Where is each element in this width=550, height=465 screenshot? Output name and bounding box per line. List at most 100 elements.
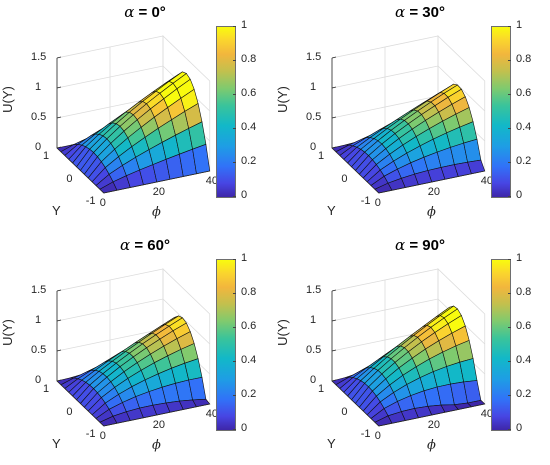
z-tick-mark [331,56,337,59]
colorbar-tick-label: 0 [241,422,248,434]
z-tick-label: 1 [35,81,42,93]
y-tick-label: 1 [43,383,50,395]
x-tick-label: 40 [205,408,218,420]
y-axis-label: Y [327,203,336,218]
colorbar-tick-label: 0.4 [516,121,532,133]
x-axis-label: ϕ [152,205,161,220]
z-tick-label: 0.5 [31,344,47,356]
x-tick-label: 40 [480,175,493,187]
z-tick-label: 0.5 [306,344,322,356]
colorbar-tick-mark [508,162,511,163]
z-tick-mark [56,379,62,382]
x-axis-line [378,403,485,427]
colorbar-tick-label: 0.6 [241,87,257,99]
x-tick-label: 40 [205,175,218,187]
colorbar-tick-label: 0 [241,189,248,201]
z-tick-label: 0 [35,141,42,153]
x-axis-line [103,170,210,194]
colorbar-tick-label: 0 [516,422,523,434]
surface-face [466,399,486,408]
colorbar-tick-mark [233,94,236,95]
colorbar-tick-mark [508,361,511,362]
panel-title: α = 60° [120,236,170,254]
y-tick-label: 1 [43,150,50,162]
z-tick-label: 1.5 [306,284,322,296]
z-tick-mark [56,289,62,292]
colorbar-tick-label: 0.4 [241,121,257,133]
y-axis-line [331,380,380,427]
z-tick-label: 1 [310,314,317,326]
colorbar-tick-label: 0.8 [516,286,532,298]
colorbar-tick-label: 0.2 [241,388,257,400]
z-tick-mark [331,146,337,149]
z-tick-mark [331,116,337,119]
z-axis-label: U(Y) [274,319,290,346]
colorbar-tick-label: 0.2 [516,388,532,400]
x-axis-label: ϕ [152,438,161,453]
colorbar-tick-label: 0.2 [516,155,532,167]
colorbar-tick-mark [233,327,236,328]
z-tick-label: 0 [310,374,317,386]
colorbar [216,26,236,198]
y-axis-line [331,147,380,194]
y-axis-label: Y [52,203,61,218]
surface-face [192,143,211,175]
y-tick-label: 0 [66,405,73,418]
colorbar-tick-mark [508,196,511,197]
colorbar-tick-mark [233,429,236,430]
x-tick-label: 0 [99,197,106,209]
colorbar-tick-mark [508,26,511,27]
colorbar-tick-mark [233,26,236,27]
z-tick-mark [56,86,62,89]
x-tick-label: 20 [427,186,440,198]
z-tick-label: 0.5 [306,111,322,123]
colorbar [216,259,236,431]
y-tick-label: 0 [66,172,73,185]
colorbar-tick-mark [508,293,511,294]
y-tick-label: -1 [85,428,96,440]
z-axis-label: U(Y) [0,86,15,113]
colorbar-tick-label: 0.8 [241,53,257,65]
surface-plot [56,268,211,427]
z-tick-mark [56,349,62,352]
colorbar-tick-label: 1 [241,252,248,264]
panel-title: α = 0° [124,3,166,21]
colorbar-tick-mark [508,60,511,61]
y-tick-label: 1 [318,150,325,162]
z-tick-mark [56,56,62,59]
z-grid-line [331,298,486,345]
x-tick-label: 20 [152,186,165,198]
z-tick-label: 0.5 [31,111,47,123]
x-tick-label: 0 [374,197,381,209]
colorbar-tick-label: 0.6 [516,87,532,99]
colorbar-tick-label: 1 [241,19,248,31]
colorbar-tick-mark [508,259,511,260]
y-axis-line [56,380,105,427]
colorbar-tick-label: 0.4 [241,354,257,366]
x-axis-line [378,170,485,194]
z-grid-line [331,65,486,112]
z-tick-mark [56,146,62,149]
colorbar-tick-label: 1 [516,19,523,31]
z-tick-label: 0 [35,374,42,386]
colorbar-tick-mark [508,128,511,129]
colorbar-tick-label: 0.2 [241,155,257,167]
z-tick-mark [331,349,337,352]
surface-plot [331,268,486,427]
colorbar-tick-mark [233,293,236,294]
colorbar-tick-mark [233,196,236,197]
x-tick-label: 0 [99,430,106,442]
z-tick-label: 1.5 [31,284,47,296]
y-tick-label: -1 [85,195,96,207]
z-tick-label: 1 [310,81,317,93]
x-tick-label: 0 [374,430,381,442]
x-tick-label: 20 [427,419,440,431]
z-tick-mark [331,86,337,89]
y-tick-label: 0 [341,172,348,185]
y-tick-label: -1 [360,195,371,207]
colorbar-tick-mark [233,128,236,129]
colorbar-tick-label: 0.6 [241,320,257,332]
z-grid-line [56,298,211,345]
y-axis-line [56,147,105,194]
